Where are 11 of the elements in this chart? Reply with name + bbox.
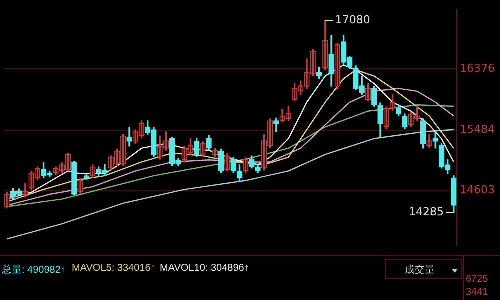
text: 总量: 490982↑	[2, 264, 66, 277]
text: MAVOL10: 304896↑	[160, 263, 250, 274]
text: 6725	[466, 274, 488, 285]
annotation: 14285	[408, 206, 444, 219]
text: 成交量	[405, 264, 435, 277]
annotation: 17080	[335, 13, 370, 26]
text: 3441	[466, 287, 488, 298]
y-tick-label: 15484	[460, 123, 496, 136]
y-tick-label: 14603	[460, 184, 496, 197]
y-tick-label: 16376	[460, 62, 496, 75]
text: MAVOL5: 334016↑	[72, 263, 156, 274]
